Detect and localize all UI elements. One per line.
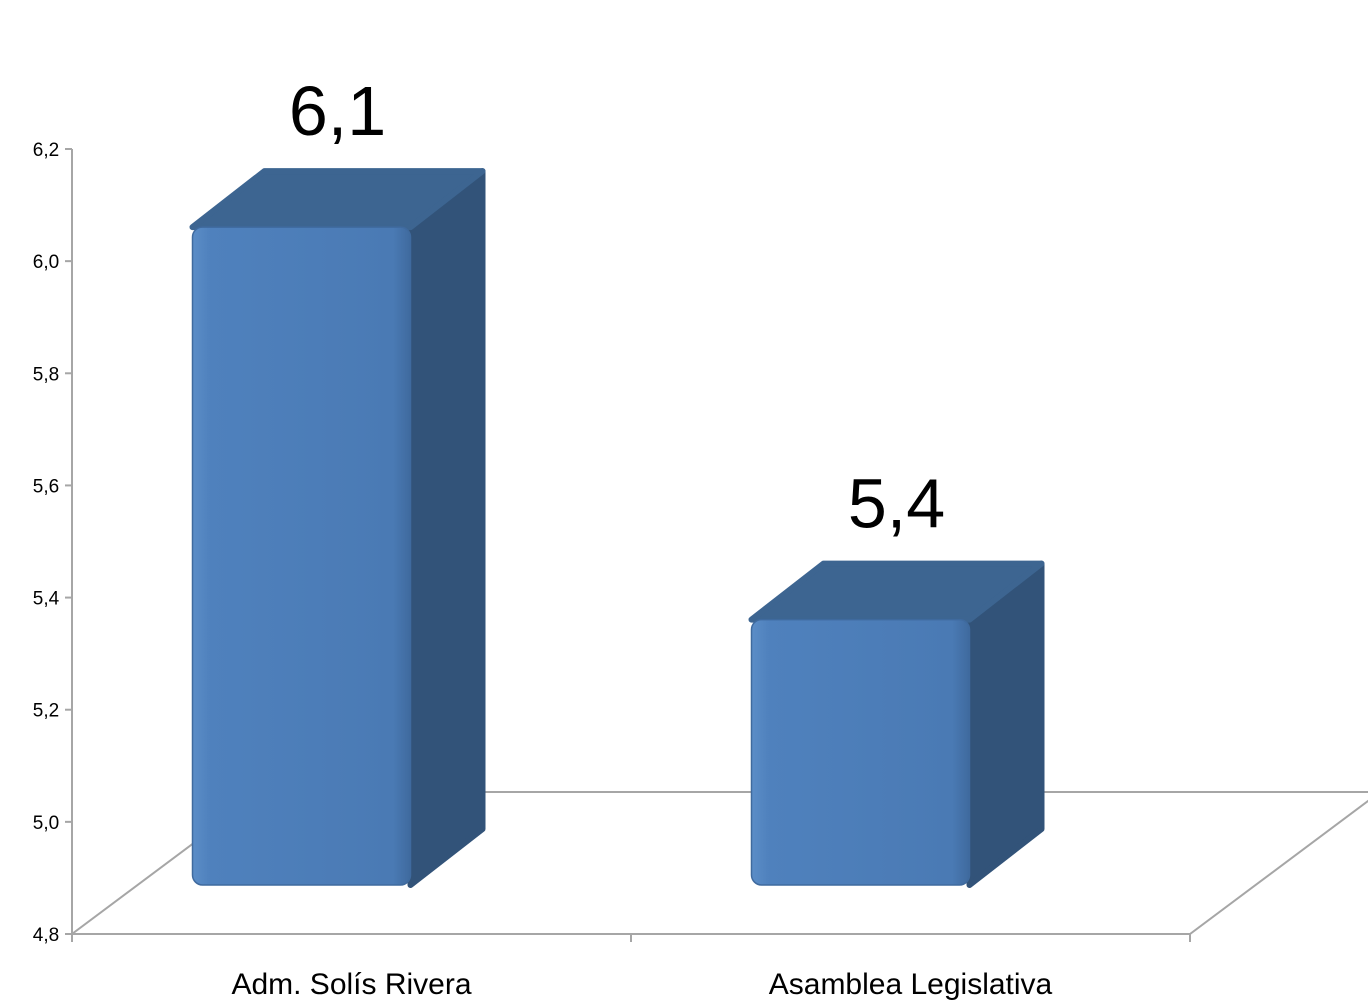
x-category-label: Adm. Solís Rivera <box>231 968 471 1001</box>
bar-front-face <box>191 226 412 886</box>
bars <box>189 168 1045 888</box>
bar <box>748 560 1045 888</box>
bar-front-face <box>750 618 971 886</box>
x-category-label: Asamblea Legislativa <box>769 968 1053 1001</box>
data-label: 6,1 <box>289 72 386 150</box>
y-tick-label: 4,8 <box>33 925 59 946</box>
y-tick-label: 6,2 <box>33 140 59 161</box>
data-label: 5,4 <box>848 465 945 543</box>
bar <box>189 168 486 888</box>
labels: 6,1 Adm. Solís Rivera 5,4 Asamblea Legislat… <box>231 72 1052 1001</box>
bar-side-face <box>407 168 486 888</box>
y-tick-label: 5,8 <box>33 364 59 385</box>
y-tick-label: 5,6 <box>33 476 59 497</box>
y-tick-label: 5,0 <box>33 813 59 834</box>
y-tick-label: 5,2 <box>33 701 59 722</box>
y-tick-label: 6,0 <box>33 252 59 273</box>
y-tick-label: 5,4 <box>33 589 60 610</box>
